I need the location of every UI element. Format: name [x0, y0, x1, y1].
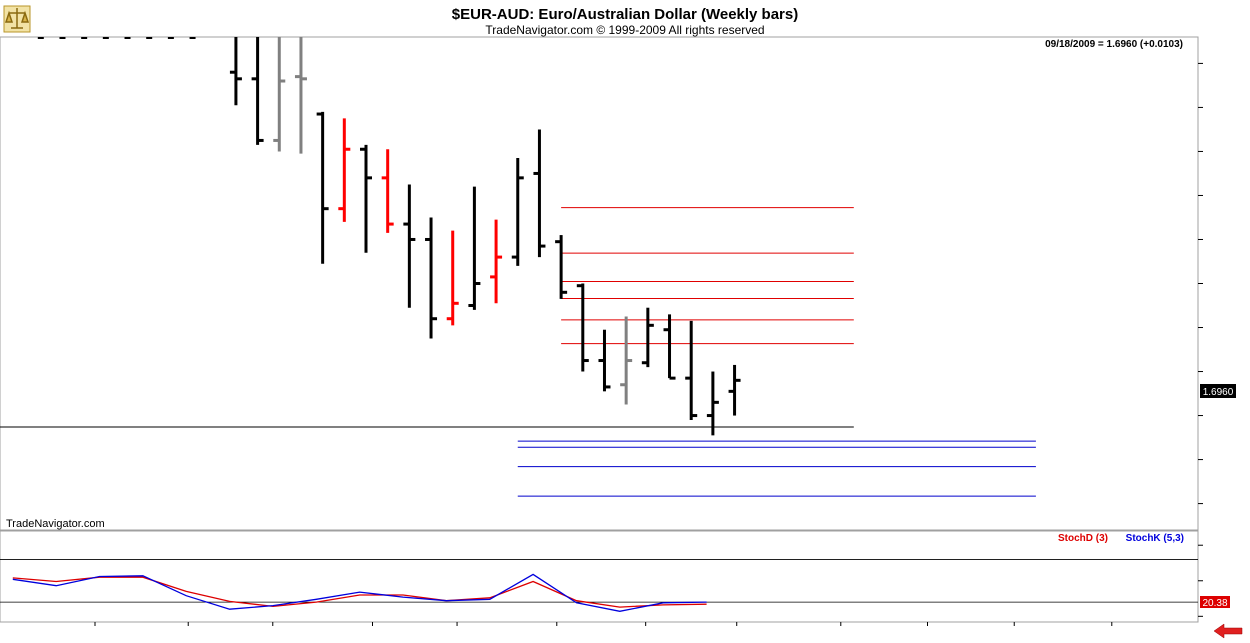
current-price-label: 1.6960 [1203, 387, 1234, 398]
stoch-value-label: 20.38 [1202, 598, 1227, 609]
stoch-series-line [12, 576, 707, 608]
stoch-value-tag: 20.38 [1200, 596, 1230, 609]
stoch-k-legend: StochK (5,3) [1126, 533, 1184, 544]
scroll-left-arrow-icon[interactable] [1213, 623, 1243, 639]
value-readout: 09/18/2009 = 1.6960 (+0.0103) [1045, 39, 1183, 50]
stoch-d-legend: StochD (3) [1058, 533, 1108, 544]
watermark-text: TradeNavigator.com [6, 518, 105, 530]
chart-subtitle: TradeNavigator.com © 1999-2009 All right… [485, 23, 764, 37]
trade-navigator-logo-icon [3, 5, 31, 33]
current-price-tag: 1.6960 [1200, 384, 1236, 398]
chart-title: $EUR-AUD: Euro/Australian Dollar (Weekly… [452, 6, 798, 23]
stoch-series-line [12, 573, 707, 612]
